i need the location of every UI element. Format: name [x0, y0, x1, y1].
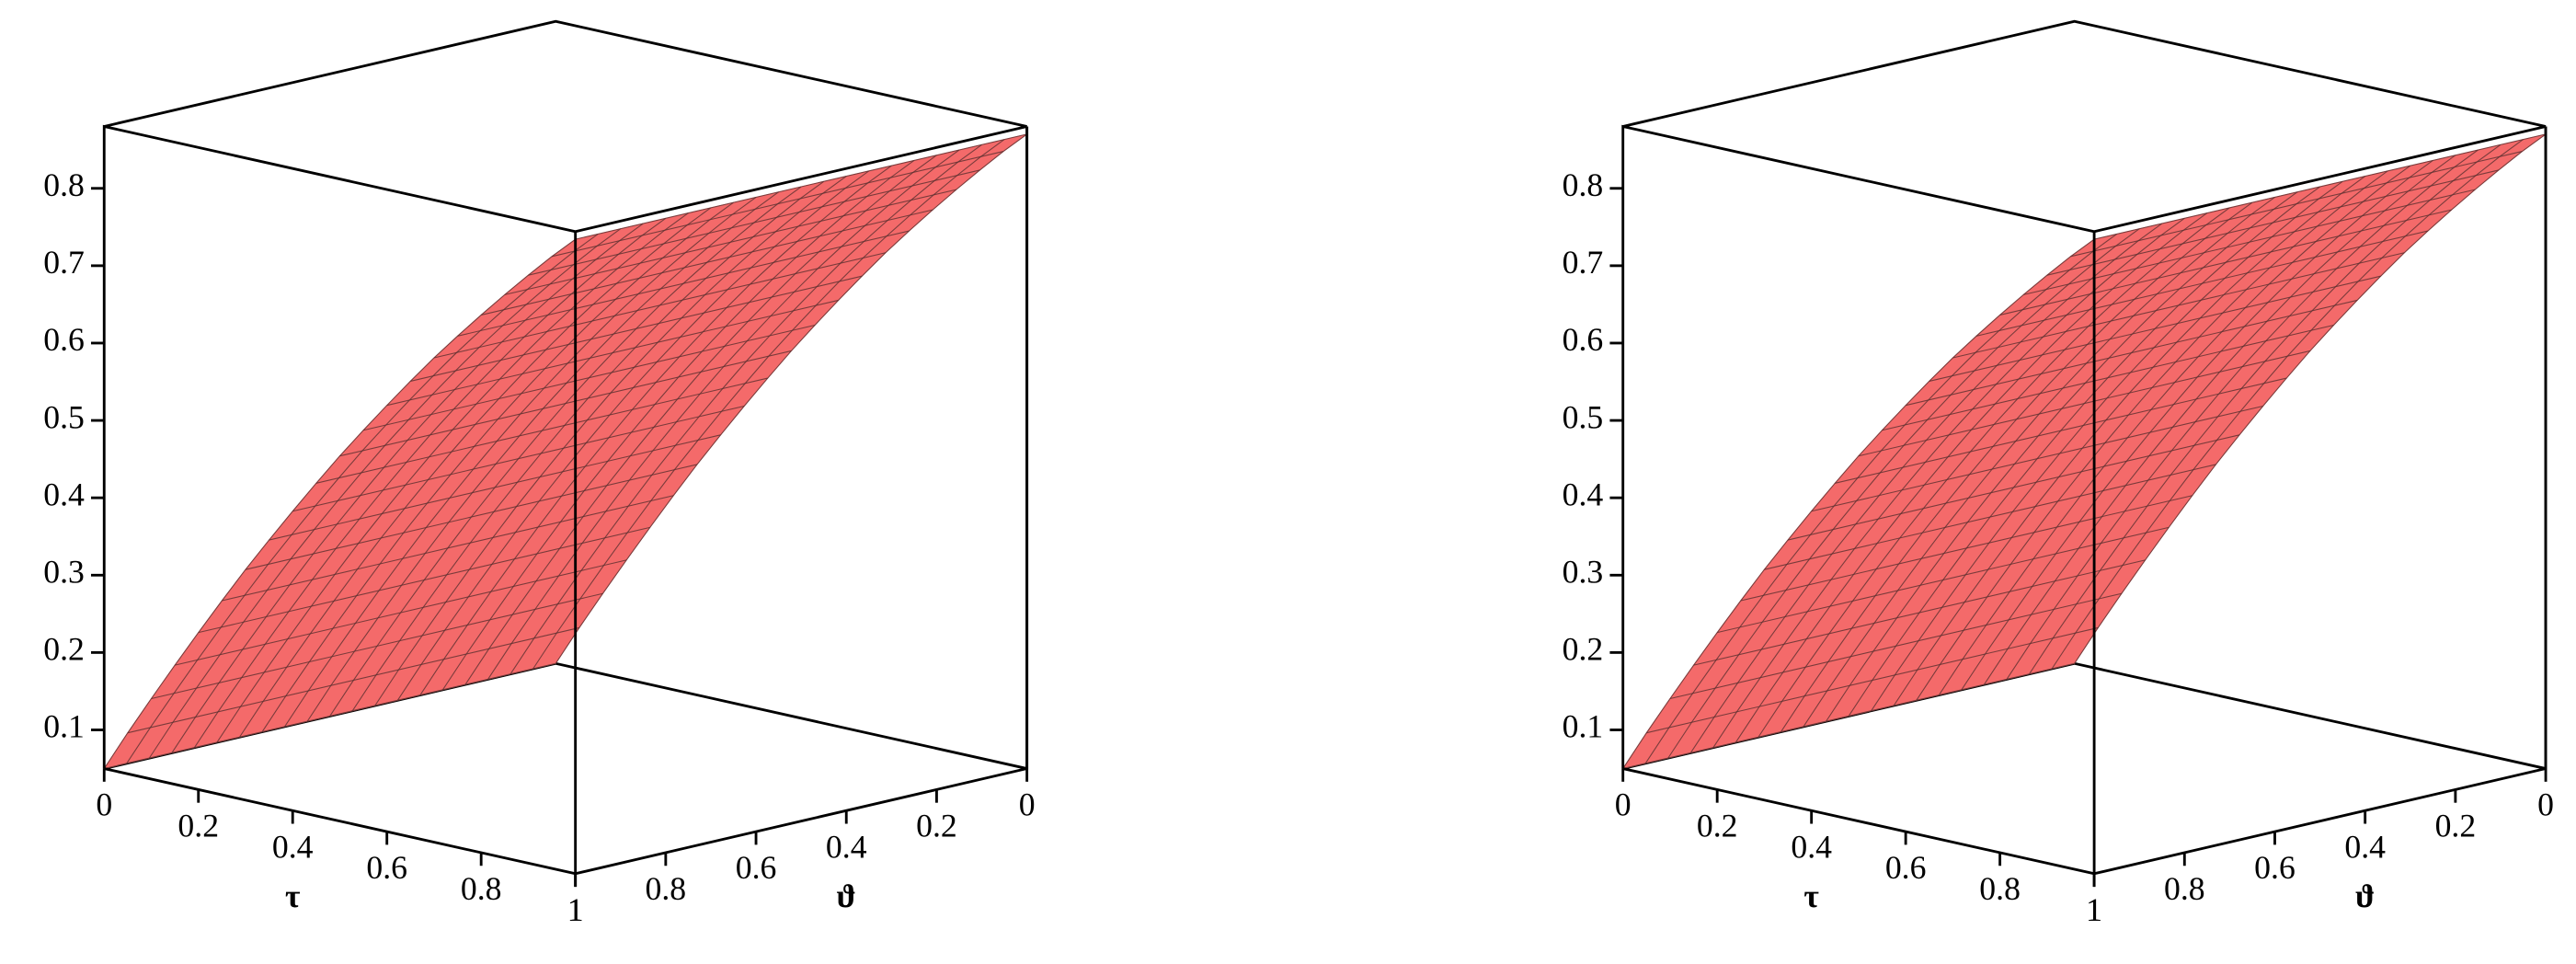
- y-tick-label: 0.2: [2435, 807, 2477, 844]
- mesh-line: [1826, 191, 2298, 722]
- x-axis-label: τ: [285, 878, 301, 914]
- x-tick-label: 1: [2086, 891, 2102, 928]
- mesh-line: [171, 223, 644, 753]
- surface-plot: 0.1 0.2 0.3 0.4 0.5 0.6 0.7 0.8 0 0.2 0.4 0.6 0.8 1 0 0…: [43, 19, 1036, 928]
- mesh-line: [261, 201, 734, 732]
- y-axis-label: ϑ: [837, 878, 856, 914]
- z-tick-label: 0.7: [1563, 244, 1604, 281]
- mesh-line: [1848, 186, 2320, 717]
- y-tick-label: 0.8: [2164, 870, 2205, 907]
- mesh-line: [1667, 228, 2140, 759]
- box-edge: [102, 124, 1027, 769]
- mesh-line: [148, 228, 622, 759]
- mesh-line: [194, 217, 667, 748]
- mesh-line: [509, 143, 982, 675]
- z-tick-label: 0.5: [1563, 398, 1604, 435]
- z-tick-label: 0.6: [1563, 321, 1604, 358]
- z-tick-label: 0.2: [1563, 631, 1604, 668]
- y-axis-label: ϑ: [2355, 878, 2375, 914]
- z-tick-label: 0.1: [43, 708, 85, 745]
- x-tick-label: 0.8: [1979, 870, 2021, 907]
- mesh-line: [1871, 180, 2343, 711]
- mesh-line: [306, 191, 779, 722]
- z-tick-label: 0.5: [43, 398, 85, 435]
- x-tick-label: 0.2: [1697, 807, 1738, 844]
- mesh-line: [442, 160, 915, 691]
- mesh-line: [103, 238, 576, 769]
- y-tick-label: 0: [1019, 786, 1036, 823]
- mesh-line: [1622, 238, 2095, 769]
- x-tick-label: 0: [1615, 786, 1631, 823]
- mesh-line: [555, 133, 1027, 664]
- z-tick-label: 0.3: [43, 553, 85, 590]
- mesh-line: [532, 139, 1005, 670]
- z-tick-label: 0.6: [43, 321, 85, 358]
- mesh-line: [1735, 212, 2208, 743]
- z-tick-label: 0.4: [1563, 476, 1604, 512]
- mesh-line: [374, 176, 847, 706]
- mesh-line: [1780, 201, 2253, 732]
- z-tick-label: 0.4: [43, 476, 85, 512]
- mesh-line: [1916, 170, 2388, 701]
- mesh-line: [1938, 165, 2411, 695]
- mesh-line: [2006, 149, 2479, 680]
- x-tick-label: 0.6: [1885, 849, 1927, 886]
- z-tick-label: 0.1: [1563, 708, 1604, 745]
- z-tick-label: 0.8: [43, 166, 85, 203]
- mesh-line: [396, 170, 870, 701]
- z-tick-label: 0.8: [1563, 166, 1604, 203]
- x-tick-label: 0.6: [366, 849, 407, 886]
- mesh-line: [126, 233, 599, 764]
- x-tick-label: 0.4: [1791, 828, 1832, 865]
- mesh-line: [216, 212, 689, 743]
- mesh-line: [2029, 143, 2502, 675]
- x-tick-label: 0.4: [272, 828, 314, 865]
- surface-plot: 0.1 0.2 0.3 0.4 0.5 0.6 0.7 0.8 0 0.2 0.4 0.6 0.8 1 0 0…: [1563, 19, 2554, 928]
- mesh-line: [1893, 176, 2366, 706]
- y-tick-label: 1: [2086, 891, 2102, 928]
- x-tick-label: 0.8: [461, 870, 502, 907]
- y-tick-label: 0.4: [2344, 828, 2386, 865]
- mesh-line: [1689, 223, 2163, 753]
- box-edge: [103, 126, 1029, 876]
- x-axis-label: τ: [1803, 878, 1819, 914]
- mesh-line: [239, 207, 712, 738]
- mesh-line: [1984, 155, 2456, 685]
- mesh-line: [1712, 217, 2185, 748]
- mesh-line: [575, 133, 1027, 240]
- x-tick-label: 0.2: [177, 807, 219, 844]
- mesh-line: [419, 165, 892, 695]
- mesh-line: [1757, 207, 2230, 738]
- y-tick-label: 0.6: [2254, 849, 2296, 886]
- y-tick-label: 0.4: [826, 828, 867, 865]
- x-tick-label: 1: [567, 891, 584, 928]
- y-tick-label: 0: [2537, 786, 2554, 823]
- mesh-line: [487, 149, 960, 680]
- mesh-line: [2074, 133, 2547, 664]
- mesh-line: [1803, 197, 2275, 728]
- z-tick-label: 0.2: [43, 631, 85, 668]
- mesh-line: [464, 155, 937, 685]
- mesh-line: [2051, 139, 2524, 670]
- z-tick-label: 0.3: [1563, 553, 1604, 590]
- box-edge: [1621, 124, 2547, 769]
- mesh-line: [351, 180, 825, 711]
- mesh-line: [284, 197, 757, 728]
- box-edge: [1622, 19, 2547, 128]
- y-tick-label: 0.6: [736, 849, 777, 886]
- x-tick-label: 0: [96, 786, 112, 823]
- mesh-line: [1961, 160, 2433, 691]
- y-tick-label: 0.2: [916, 807, 957, 844]
- z-tick-label: 0.7: [43, 244, 85, 281]
- box-edge: [1622, 126, 2547, 876]
- box-edge: [103, 19, 1027, 128]
- mesh-line: [1644, 233, 2117, 764]
- y-tick-label: 0.8: [646, 870, 687, 907]
- mesh-line: [329, 186, 802, 717]
- y-tick-label: 1: [567, 891, 584, 928]
